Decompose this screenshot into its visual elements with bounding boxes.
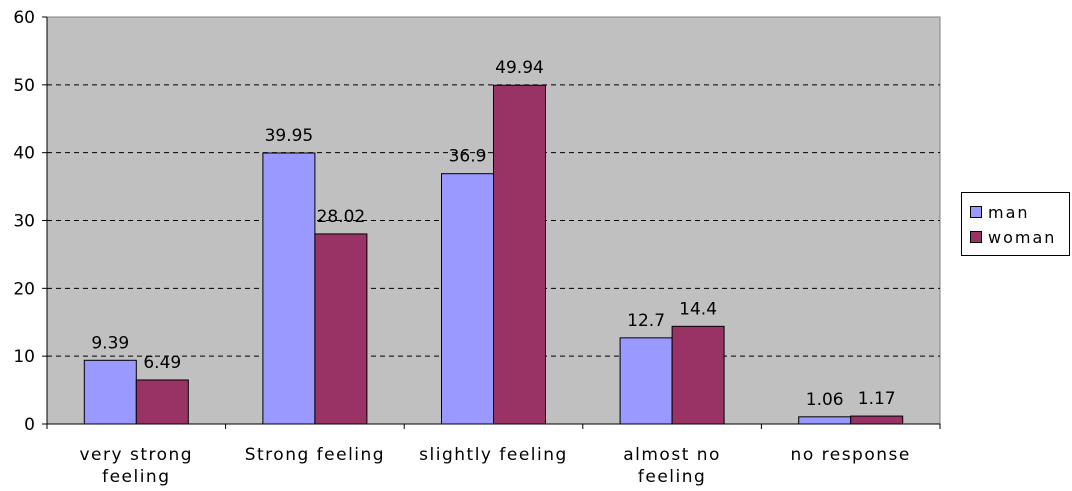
- bar-man: [798, 416, 852, 425]
- legend: man woman: [961, 192, 1070, 256]
- x-category-label: Strong feeling: [245, 445, 385, 465]
- data-label-man: 9.39: [91, 333, 129, 353]
- data-label-woman: 49.94: [495, 58, 544, 78]
- data-label-man: 39.95: [265, 126, 314, 146]
- y-tick-label: 50: [13, 76, 35, 96]
- data-label-woman: 1.17: [858, 389, 896, 409]
- data-label-woman: 28.02: [317, 207, 366, 227]
- x-category-label: feeling: [638, 467, 706, 487]
- bar-man: [619, 337, 673, 425]
- data-label-man: 1.06: [806, 390, 844, 410]
- legend-item-man: man: [970, 202, 1030, 222]
- bar-woman: [314, 233, 368, 425]
- data-label-woman: 14.4: [679, 299, 717, 319]
- data-label-man: 12.7: [627, 311, 665, 331]
- y-tick-label: 10: [13, 347, 35, 367]
- bar-man: [441, 173, 494, 425]
- bars: [83, 84, 904, 425]
- legend-label-man: man: [988, 202, 1030, 222]
- x-category-label: feeling: [102, 467, 170, 487]
- legend-swatch-woman: [970, 231, 982, 243]
- y-tick-label: 60: [13, 8, 35, 28]
- bar-man: [262, 152, 316, 425]
- bar-woman: [671, 325, 725, 425]
- x-category-label: no response: [791, 445, 911, 465]
- legend-item-woman: woman: [970, 227, 1056, 247]
- x-category-label: very strong: [80, 445, 194, 465]
- data-label-woman: 6.49: [143, 353, 181, 373]
- legend-label-woman: woman: [988, 227, 1057, 247]
- gridlines: [47, 84, 940, 357]
- data-labels: 9.39 6.49 39.95 28.02 36.9 49.94 12.7 14.4 1.06 1…: [91, 58, 895, 410]
- legend-swatch-man: [970, 206, 982, 218]
- y-tick-label: 30: [13, 212, 35, 232]
- y-tick-label: 40: [13, 144, 35, 164]
- y-tick-label: 0: [24, 415, 35, 435]
- x-category-label: almost no: [623, 445, 721, 465]
- bar-woman: [850, 415, 904, 425]
- bar-woman: [135, 379, 189, 425]
- data-label-man: 36.9: [449, 147, 487, 167]
- bar-woman: [493, 84, 546, 425]
- y-tick-label: 20: [13, 279, 35, 299]
- x-category-label: slightly feeling: [419, 445, 568, 465]
- y-tick-labels: 0 10 20 30 40 50 60: [13, 8, 35, 435]
- bar-man: [83, 359, 137, 425]
